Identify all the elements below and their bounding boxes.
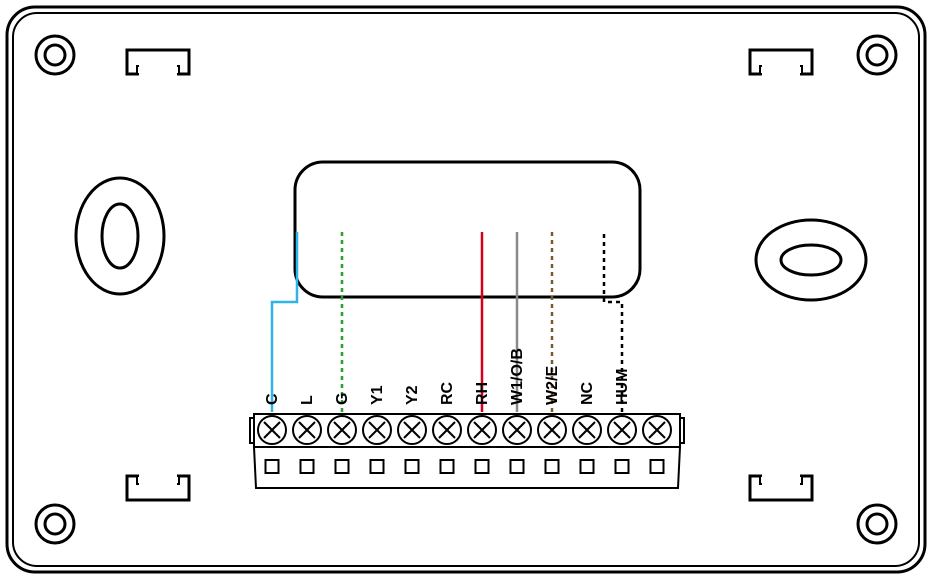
wire-C bbox=[272, 232, 297, 412]
terminal-square bbox=[511, 460, 524, 473]
terminal-label: Y1 bbox=[369, 385, 386, 405]
corner-screw bbox=[36, 505, 74, 543]
terminal-square bbox=[266, 460, 279, 473]
terminal-square bbox=[546, 460, 559, 473]
terminal-screw bbox=[573, 416, 601, 444]
oval-boss bbox=[756, 220, 866, 300]
corner-screw bbox=[858, 505, 896, 543]
terminal-labels: C L G Y1 Y2 RC RH W1/O/B W2/E NC HUM bbox=[264, 348, 631, 405]
terminal-label: HUM bbox=[614, 369, 631, 405]
terminal-square bbox=[581, 460, 594, 473]
mounting-tab bbox=[750, 476, 812, 500]
terminal-screw bbox=[608, 416, 636, 444]
terminal-screw bbox=[643, 416, 671, 444]
terminal-square bbox=[651, 460, 664, 473]
terminal-screw bbox=[293, 416, 321, 444]
terminal-label: RC bbox=[439, 381, 456, 405]
terminal-square bbox=[406, 460, 419, 473]
terminal-square bbox=[336, 460, 349, 473]
terminal-label: NC bbox=[579, 381, 596, 405]
terminal-square bbox=[476, 460, 489, 473]
terminal-block bbox=[250, 414, 684, 488]
terminal-label: W1/O/B bbox=[509, 348, 526, 405]
corner-screw bbox=[36, 36, 74, 74]
terminal-square bbox=[441, 460, 454, 473]
terminal-screw bbox=[433, 416, 461, 444]
terminal-screw bbox=[328, 416, 356, 444]
mounting-tab bbox=[750, 50, 812, 74]
terminal-label: Y2 bbox=[404, 385, 421, 405]
terminal-square bbox=[301, 460, 314, 473]
mounting-tab bbox=[127, 476, 189, 500]
terminal-screw bbox=[503, 416, 531, 444]
terminal-label: RH bbox=[474, 382, 491, 405]
terminal-square bbox=[371, 460, 384, 473]
terminal-label: L bbox=[299, 395, 316, 405]
terminal-label: C bbox=[264, 393, 281, 405]
mounting-tab bbox=[127, 50, 189, 74]
terminal-screw bbox=[538, 416, 566, 444]
thermostat-wiring-diagram: C L G Y1 Y2 RC RH W1/O/B W2/E NC HUM bbox=[0, 0, 932, 579]
terminal-screw bbox=[398, 416, 426, 444]
terminal-screw bbox=[468, 416, 496, 444]
terminal-screw bbox=[258, 416, 286, 444]
terminal-screw bbox=[363, 416, 391, 444]
corner-screw bbox=[858, 36, 896, 74]
oval-boss bbox=[76, 178, 164, 294]
terminal-label: G bbox=[334, 393, 351, 405]
terminal-label: W2/E bbox=[544, 366, 561, 405]
display-window bbox=[295, 162, 640, 297]
terminal-square bbox=[616, 460, 629, 473]
